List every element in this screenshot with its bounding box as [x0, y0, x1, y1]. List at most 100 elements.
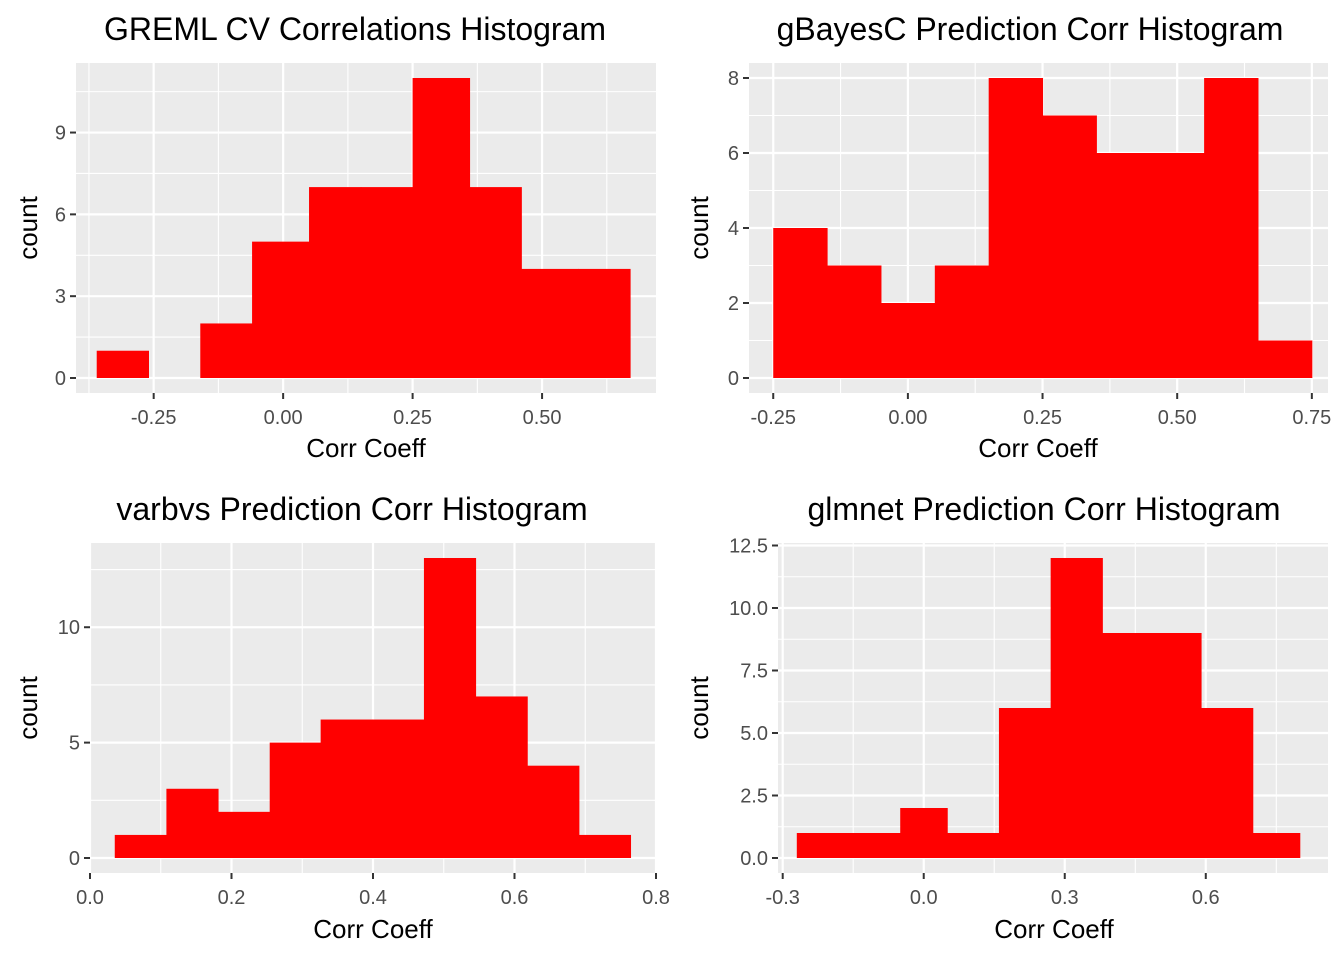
histogram-bar: [309, 187, 362, 378]
x-tick-label: 0.75: [1292, 407, 1331, 429]
histogram-bar: [880, 303, 936, 378]
y-tick-label: 12.5: [729, 536, 768, 558]
histogram-bar: [252, 241, 310, 378]
histogram-bars: [773, 78, 1313, 378]
y-axis: 0 3 6 9: [55, 123, 76, 390]
histogram-bar: [412, 78, 471, 378]
histogram-bar: [848, 833, 901, 858]
chart-panel-greml: GREML CV Correlations Histogram -0.25 0.0…: [13, 11, 656, 463]
x-tick-label: 0.0: [910, 887, 938, 909]
chart-title: gBayesC Prediction Corr Histogram: [777, 11, 1284, 47]
y-axis: 0 2 4 6 8: [728, 68, 749, 390]
histogram-bar: [1252, 833, 1301, 858]
histogram-bar: [1102, 633, 1150, 858]
y-tick-label: 2.5: [740, 786, 768, 808]
chart-panel-varbvs: varbvs Prediction Corr Histogram 0.0 0.2 0…: [13, 491, 670, 944]
y-tick-label: 5: [69, 733, 80, 755]
histogram-bar: [578, 268, 631, 378]
histogram-bar: [166, 788, 219, 858]
histogram-bar: [1050, 558, 1103, 858]
x-tick-label: 0.0: [76, 887, 104, 909]
chart-title: GREML CV Correlations Histogram: [104, 11, 606, 47]
histogram-bar: [469, 187, 522, 378]
y-axis: 0.0 2.5 5.0 7.5 10.0 12.5: [729, 536, 778, 870]
x-tick-label: 0.25: [1023, 407, 1062, 429]
x-tick-label: 0.00: [264, 407, 303, 429]
y-axis-title: count: [13, 675, 43, 739]
x-tick-label: 0.25: [393, 407, 432, 429]
chart-panel-glmnet: glmnet Prediction Corr Histogram -0.3 0.0…: [684, 491, 1328, 944]
histogram-bar: [527, 765, 580, 858]
x-axis-title: Corr Coeff: [313, 914, 433, 944]
y-tick-label: 6: [55, 204, 66, 226]
y-tick-label: 4: [728, 218, 739, 240]
histogram-bar: [773, 228, 828, 378]
x-axis-title: Corr Coeff: [978, 433, 1098, 463]
y-tick-label: 5.0: [740, 723, 768, 745]
histogram-bar: [998, 708, 1052, 858]
y-tick-label: 0: [69, 848, 80, 870]
x-axis: -0.25 0.00 0.25 0.50 0.75: [750, 393, 1331, 429]
histogram-bar: [988, 78, 1044, 378]
histogram-bar: [1149, 633, 1202, 858]
histogram-bar: [114, 834, 167, 858]
histogram-bar: [947, 833, 1000, 858]
y-tick-label: 0.0: [740, 848, 768, 870]
y-tick-label: 0: [728, 368, 739, 390]
chart-panel-gbayesc: gBayesC Prediction Corr Histogram -0.25 0…: [684, 11, 1331, 463]
x-tick-label: 0.8: [642, 887, 670, 909]
histogram-bar: [475, 696, 528, 858]
histogram-bar: [796, 833, 850, 858]
y-tick-label: 10.0: [729, 598, 768, 620]
y-tick-label: 2: [728, 293, 739, 315]
histogram-bar: [423, 558, 477, 858]
y-axis-title: count: [13, 195, 43, 259]
histogram-bar: [96, 350, 149, 378]
histogram-bars: [796, 558, 1301, 858]
histogram-bar: [578, 834, 632, 858]
x-tick-label: -0.25: [750, 407, 796, 429]
x-tick-label: 0.4: [359, 887, 387, 909]
y-axis-title: count: [684, 675, 714, 739]
x-tick-label: 0.6: [1192, 887, 1220, 909]
histogram-bar: [360, 187, 414, 378]
histogram-bar: [934, 265, 990, 378]
histogram-bar: [521, 268, 579, 378]
y-tick-label: 0: [55, 368, 66, 390]
y-tick-label: 7.5: [740, 661, 768, 683]
histogram-bar: [1204, 78, 1259, 378]
histogram-bars: [114, 558, 632, 858]
x-axis: -0.25 0.00 0.25 0.50: [131, 393, 562, 429]
x-tick-label: 0.50: [1158, 407, 1197, 429]
y-tick-label: 8: [728, 68, 739, 90]
chart-title: glmnet Prediction Corr Histogram: [807, 491, 1280, 527]
chart-title: varbvs Prediction Corr Histogram: [116, 491, 587, 527]
histogram-bar: [827, 265, 882, 378]
x-tick-label: 0.00: [888, 407, 927, 429]
histogram-bar: [900, 808, 948, 858]
x-tick-label: 0.2: [218, 887, 246, 909]
y-tick-label: 9: [55, 123, 66, 145]
histogram-bars: [96, 78, 631, 378]
y-tick-label: 10: [58, 617, 80, 639]
histogram-bar: [320, 719, 373, 858]
y-tick-label: 6: [728, 143, 739, 165]
x-axis: 0.0 0.2 0.4 0.6 0.8: [76, 873, 670, 909]
histogram-bar: [200, 323, 253, 378]
x-axis: -0.3 0.0 0.3 0.6: [765, 873, 1220, 909]
histogram-bar: [1096, 153, 1151, 378]
histogram-bar: [269, 742, 322, 858]
histogram-bar: [372, 719, 425, 858]
x-tick-label: 0.6: [501, 887, 529, 909]
y-tick-label: 3: [55, 286, 66, 308]
x-tick-label: 0.3: [1051, 887, 1079, 909]
histogram-bar: [1042, 115, 1097, 378]
y-axis-title: count: [684, 195, 714, 259]
x-tick-label: -0.3: [765, 887, 799, 909]
y-axis: 0 5 10: [58, 617, 90, 870]
histogram-bar: [1201, 708, 1254, 858]
x-tick-label: -0.25: [131, 407, 177, 429]
x-axis-title: Corr Coeff: [994, 914, 1114, 944]
histogram-bar: [1150, 153, 1205, 378]
